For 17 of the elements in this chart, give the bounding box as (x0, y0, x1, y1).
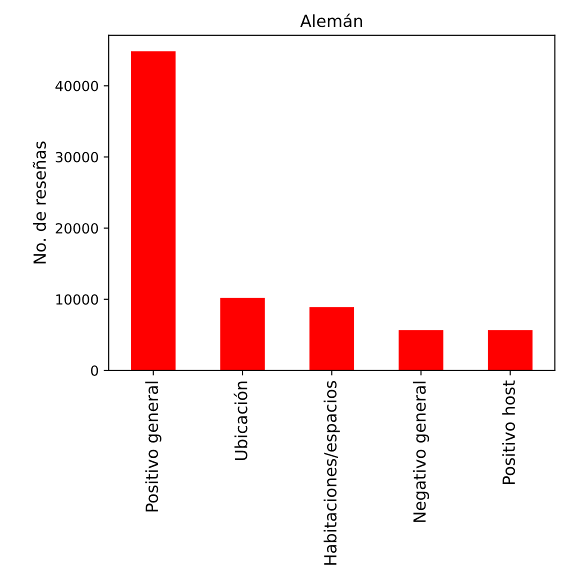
x-tick-label: Ubicación (234, 382, 248, 460)
bar (488, 330, 533, 370)
bar (398, 330, 444, 370)
y-axis-title: No. de reseñas (32, 142, 46, 264)
y-tick-label: 40000 (55, 80, 98, 92)
x-tick-label: Habitaciones/espacios (324, 380, 340, 565)
bar (309, 307, 354, 370)
x-tick-label: Positivo host (502, 380, 516, 484)
y-tick-label: 10000 (56, 294, 98, 305)
x-tick-label: Positivo general (145, 382, 162, 512)
chart-title: Alemán (300, 14, 362, 28)
bar (130, 51, 176, 370)
bar (220, 298, 265, 370)
x-tick-label: Negativo general (412, 382, 430, 522)
y-tick-label: 30000 (56, 152, 98, 162)
y-tick-label: 20000 (56, 223, 98, 234)
y-tick-label: 0 (91, 365, 98, 376)
